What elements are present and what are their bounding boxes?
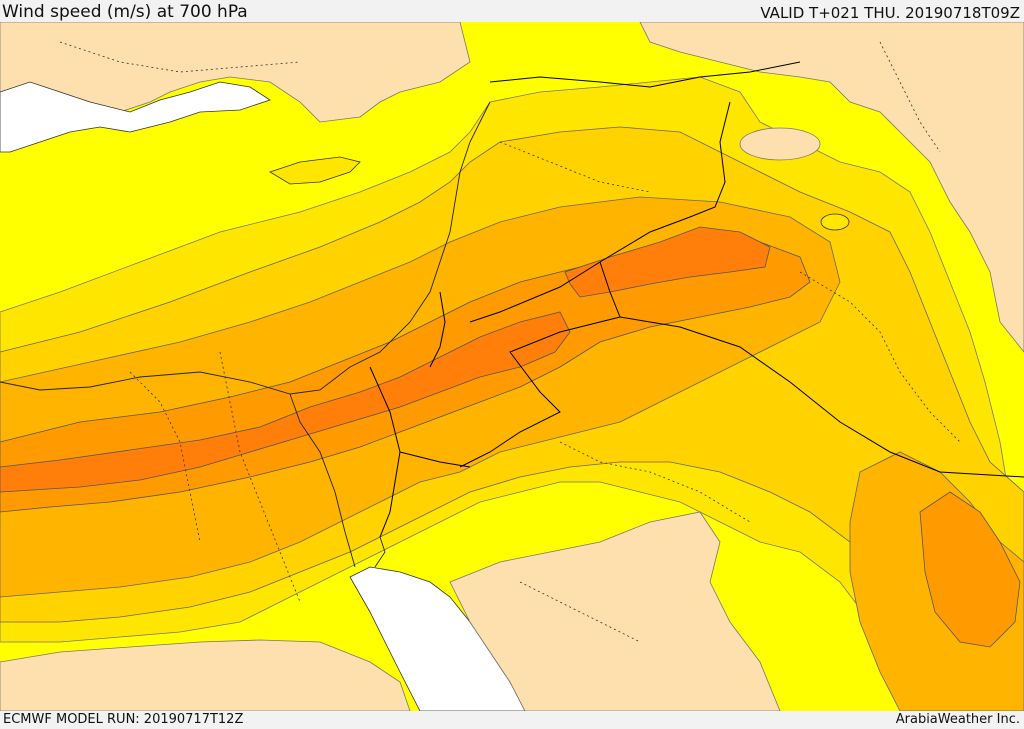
header-bar: Wind speed (m/s) at 700 hPa VALID T+021 … <box>0 0 1024 22</box>
cyprus <box>269 156 361 185</box>
province-boundaries <box>59 41 961 643</box>
calm-patch-syria <box>739 127 821 161</box>
jet-core-east <box>564 226 771 298</box>
model-run: ECMWF MODEL RUN: 20190717T12Z <box>3 712 244 727</box>
sea-aegean <box>0 81 271 153</box>
map-title: Wind speed (m/s) at 700 hPa <box>2 2 248 22</box>
calm-zone-arabia <box>449 511 781 711</box>
coastlines <box>0 101 491 568</box>
wind-speed-map <box>0 22 1024 711</box>
calm-zone-egypt <box>0 639 411 711</box>
credit: ArabiaWeather Inc. <box>895 712 1020 727</box>
calm-zone-turkey-east <box>639 22 1024 353</box>
orange-blob-east <box>919 491 1021 648</box>
jet-core <box>0 311 571 493</box>
lake-van <box>820 213 850 231</box>
footer-bar: ECMWF MODEL RUN: 20190717T12Z ArabiaWeat… <box>0 711 1024 729</box>
valid-time: VALID T+021 THU. 20190718T09Z <box>760 4 1020 22</box>
country-borders <box>369 61 1024 538</box>
